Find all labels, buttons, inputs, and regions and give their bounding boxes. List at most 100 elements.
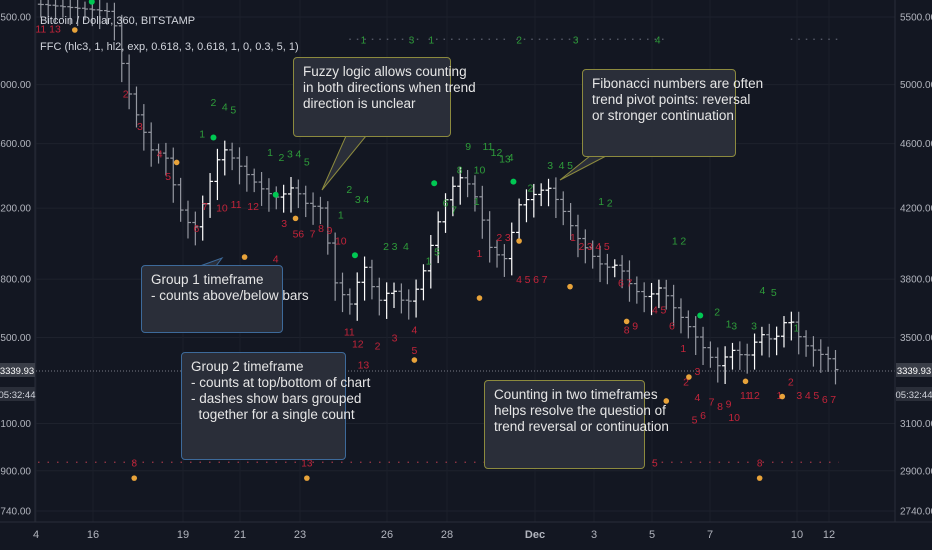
count-label: 3 <box>731 320 737 332</box>
callout-group2-timeframe: Group 2 timeframe - counts at top/bottom… <box>181 352 371 460</box>
count-label: 4 <box>273 254 279 266</box>
count-label: 6 <box>443 197 449 209</box>
count-label: 1 <box>598 196 604 208</box>
count-label: 3 <box>281 218 287 230</box>
pivot-dot-green <box>351 252 358 259</box>
time-tick-label: 28 <box>441 529 453 541</box>
count-label: 1 <box>199 129 205 141</box>
count-label: 7 <box>627 278 633 290</box>
time-tick-label: 12 <box>823 529 835 541</box>
time-axis[interactable]: 4 16 19 21 23 26 28 Dec 3 5 7 10 12 <box>33 529 835 541</box>
count-label: 5 <box>604 241 610 253</box>
count-label: 4 <box>363 194 369 206</box>
count-label: 1 <box>267 147 273 159</box>
pivot-dot-orange <box>476 295 483 301</box>
study-legend[interactable]: FFC (hlc3, 1, hl2, exp, 0.618, 3, 0.618,… <box>40 41 299 53</box>
count-label: 7 <box>830 394 836 406</box>
count-label: 1 <box>794 322 800 334</box>
pivot-dot-orange <box>516 238 522 244</box>
count-label: 6 <box>298 228 304 240</box>
count-label: 8 <box>717 401 723 413</box>
pivot-dot-orange <box>411 357 418 363</box>
callout-line: in both directions when trend <box>303 80 476 95</box>
count-label: 3 <box>287 149 293 161</box>
pivot-dots <box>71 0 786 481</box>
count-label: 9 <box>726 399 732 411</box>
count-label: 13 <box>49 24 61 36</box>
price-badge-right-bg <box>896 363 932 377</box>
symbol-title[interactable]: Bitcoin / Dollar, 360, BITSTAMP <box>40 15 196 27</box>
group2-count-bottom: 8 <box>131 458 137 469</box>
price-tick-left: 5000.00 <box>0 80 31 91</box>
count-label: 4 <box>222 102 228 114</box>
price-badge-left: 3339.93 05:32:44 <box>0 363 35 401</box>
price-tick-left: 2740.00 <box>0 507 31 518</box>
time-tick-label: 7 <box>707 529 713 541</box>
price-tick-right: 2740.00 <box>900 507 932 518</box>
countdown-badge-right-bg <box>896 387 932 401</box>
callout-line: Group 2 timeframe <box>191 359 304 374</box>
price-badge-left-bg <box>0 363 35 377</box>
pivot-dot-green <box>272 191 279 198</box>
count-label: 12 <box>352 339 364 351</box>
count-label: 12 <box>247 201 259 213</box>
count-label: 4 <box>411 324 417 336</box>
pivot-dot-orange <box>71 27 78 33</box>
pivot-dot-orange <box>742 378 749 385</box>
countdown-right: 05:32:44 <box>896 390 932 401</box>
pivot-dot-orange <box>173 159 180 166</box>
count-label: 13 <box>499 153 511 165</box>
count-label: 4 <box>508 152 514 164</box>
count-label: 3 <box>392 241 398 253</box>
price-tick-right: 3100.00 <box>900 419 932 430</box>
count-label: 2 <box>278 152 284 164</box>
pivot-dot-orange <box>304 475 310 481</box>
callout-line: Counting in two timeframes <box>494 387 658 402</box>
count-label: 2 <box>527 182 533 194</box>
count-label: 13 <box>358 359 370 371</box>
count-label: 4 <box>403 241 409 253</box>
count-label: 2 <box>123 88 129 100</box>
count-label: 4 <box>652 305 658 317</box>
pivot-dot-orange <box>779 393 786 400</box>
time-tick-label: 3 <box>591 529 597 541</box>
callout-line: or stronger continuation <box>592 108 734 123</box>
count-label: 8 <box>624 324 630 336</box>
count-label: 7 <box>310 228 316 240</box>
pivot-dot-orange <box>756 475 763 481</box>
group2-count-bottom: 5 <box>652 458 658 469</box>
time-tick-label: 23 <box>294 529 306 541</box>
count-label: 2 <box>607 197 613 209</box>
time-tick-label: 4 <box>33 529 39 541</box>
callout-group1-timeframe: Group 1 timeframe - counts above/below b… <box>141 265 309 333</box>
group2-count-top: 3 <box>573 35 579 46</box>
callout-fibonacci: Fibonacci numbers are often trend pivot … <box>582 69 763 157</box>
callout-line: - counts at top/bottom of chart <box>191 375 371 390</box>
count-label: 10 <box>216 203 228 215</box>
count-label: 11 <box>483 141 494 153</box>
count-label: 1 <box>474 196 480 208</box>
time-tick-label: Dec <box>525 529 545 541</box>
count-label: 12 <box>491 147 503 159</box>
count-label: 5 <box>230 105 236 117</box>
time-tick-label: 5 <box>649 529 655 541</box>
group2-count-top: 1 <box>361 35 367 46</box>
count-label: 1 <box>570 232 576 244</box>
count-label: 1 <box>426 255 432 267</box>
count-label: 6 <box>822 394 828 406</box>
price-axis[interactable]: 2740.00 2740.00 2900.00 2900.00 3100.00 3100.… <box>0 13 932 518</box>
count-label: 10 <box>335 236 347 248</box>
pivot-dot-orange <box>663 398 670 404</box>
time-tick-label: 21 <box>234 529 246 541</box>
count-label: 11 <box>231 199 242 211</box>
count-label: 2 <box>346 184 352 196</box>
count-label: 4 <box>516 274 522 286</box>
callout-fuzzy-logic: Fuzzy logic allows counting in both dire… <box>293 57 476 137</box>
count-label: 2 <box>680 236 686 248</box>
count-label: 3 <box>137 121 143 133</box>
count-label: 1 <box>680 343 686 355</box>
time-tick-label: 26 <box>381 529 393 541</box>
price-tick-right: 5000.00 <box>900 80 932 91</box>
count-label: 6 <box>700 410 706 422</box>
callout-line: - counts above/below bars <box>151 288 309 303</box>
